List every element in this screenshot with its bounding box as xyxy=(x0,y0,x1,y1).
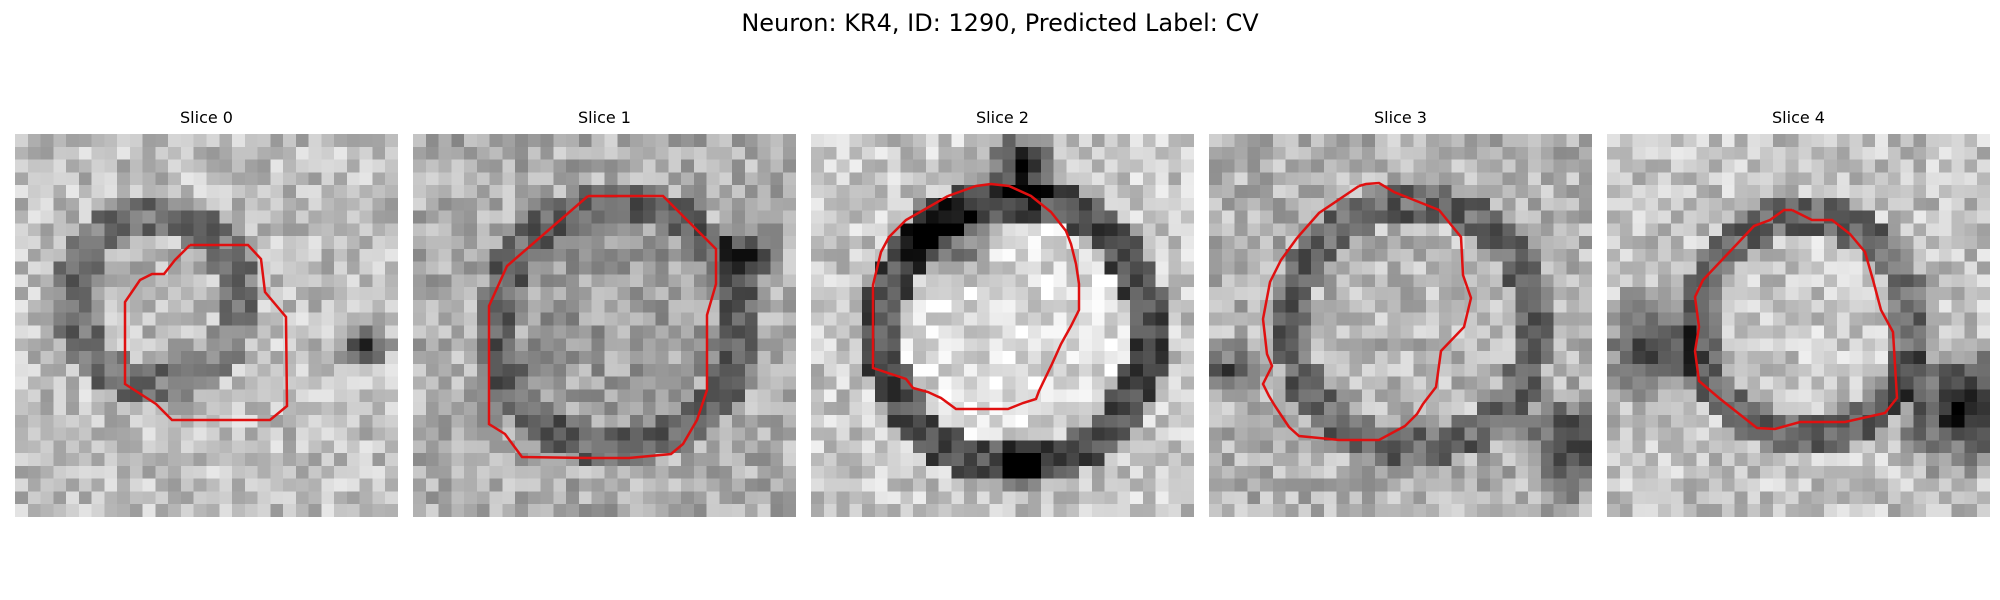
slice-panel-2: Slice 2 xyxy=(811,108,1194,517)
figure-title: Neuron: KR4, ID: 1290, Predicted Label: … xyxy=(741,9,1259,37)
cell-contour-0 xyxy=(123,243,289,422)
slice-title-0: Slice 0 xyxy=(180,108,233,127)
slice-panel-0: Slice 0 xyxy=(15,108,398,517)
slice-image-3 xyxy=(1209,134,1592,517)
contour-overlay-4 xyxy=(1693,208,1899,431)
slice-image-0 xyxy=(15,134,398,517)
contour-overlay-3 xyxy=(1261,181,1473,442)
grayscale-patch-1 xyxy=(413,134,796,517)
slice-panel-1: Slice 1 xyxy=(413,108,796,517)
cell-contour-2 xyxy=(871,182,1081,411)
cell-contour-1 xyxy=(487,194,718,460)
grayscale-patch-3 xyxy=(1209,134,1592,517)
contour-overlay-2 xyxy=(871,182,1081,411)
contour-overlay-1 xyxy=(487,194,718,460)
cell-contour-4 xyxy=(1693,208,1899,431)
grayscale-patch-0 xyxy=(15,134,398,517)
slice-title-3: Slice 3 xyxy=(1374,108,1427,127)
slice-image-2 xyxy=(811,134,1194,517)
slice-title-4: Slice 4 xyxy=(1772,108,1825,127)
contour-overlay-0 xyxy=(123,243,289,422)
slice-panel-4: Slice 4 xyxy=(1607,108,1990,517)
grayscale-patch-4 xyxy=(1607,134,1990,517)
slice-title-1: Slice 1 xyxy=(578,108,631,127)
cell-contour-3 xyxy=(1261,181,1473,442)
slice-panel-3: Slice 3 xyxy=(1209,108,1592,517)
slice-image-4 xyxy=(1607,134,1990,517)
slice-title-2: Slice 2 xyxy=(976,108,1029,127)
grayscale-patch-2 xyxy=(811,134,1194,517)
slice-image-1 xyxy=(413,134,796,517)
